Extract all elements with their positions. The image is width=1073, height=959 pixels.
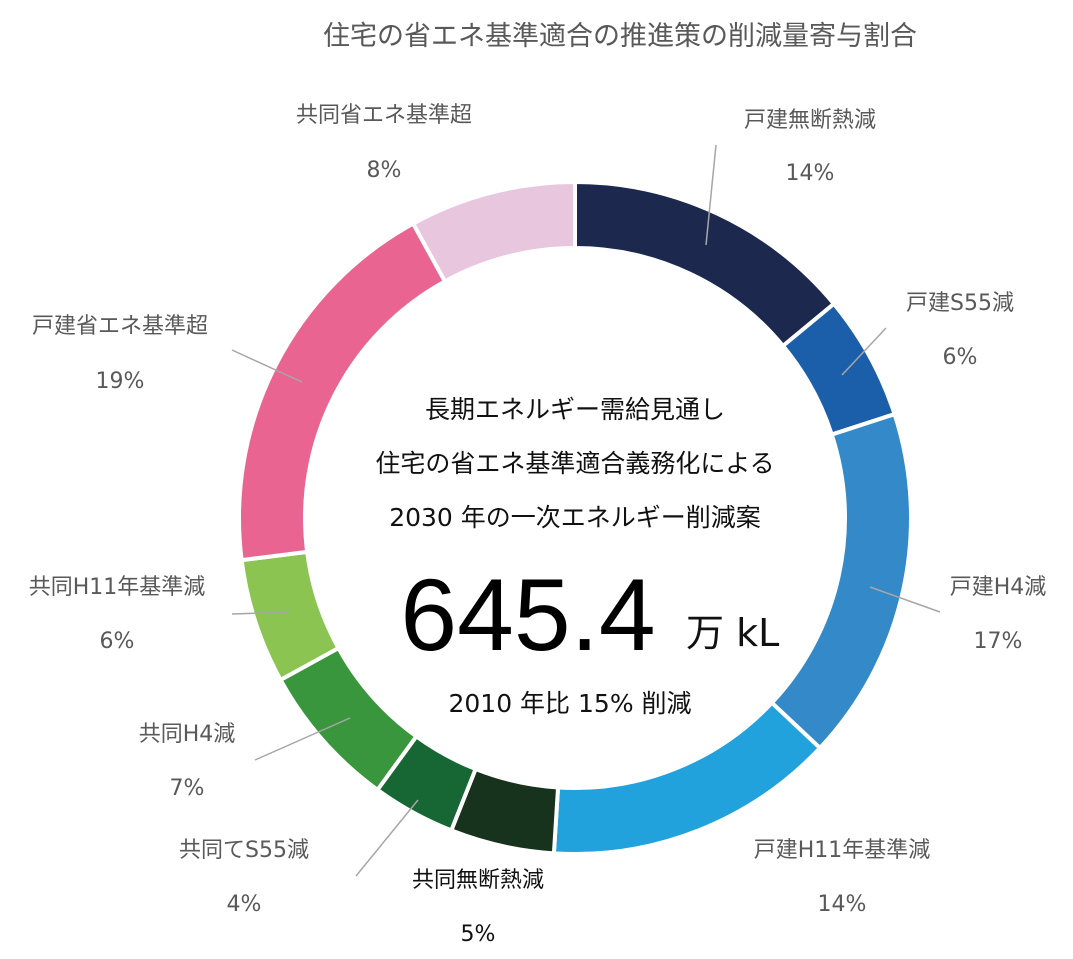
slice-3	[768, 411, 913, 751]
slice-label-name-5: 共同無断熱減	[412, 868, 544, 893]
leader-line-1	[705, 144, 717, 246]
slice-label-value-8: 6%	[100, 629, 135, 654]
slice-label-value-1: 14%	[786, 161, 835, 186]
leader-line-9	[231, 349, 303, 383]
slice-labels: 戸建無断熱減 14% 戸建S55減 6% 戸建H4減 17% 戸建H11年基準減 14% 共同無…	[29, 103, 1047, 947]
slice-4	[551, 700, 823, 856]
slice-1	[573, 179, 837, 349]
center-total-value: 645.4	[400, 558, 655, 672]
slice-label-name-6: 共同てS55減	[179, 838, 309, 863]
slice-label-name-9: 戸建省エネ基準超	[32, 314, 208, 339]
slice-label-name-2: 戸建S55減	[906, 291, 1014, 316]
slice-10	[410, 179, 577, 285]
center-line-2: 住宅の省エネ基準適合義務化による	[375, 449, 774, 478]
slice-label-name-7: 共同H4減	[139, 722, 236, 747]
leader-line-3	[869, 586, 941, 613]
center-line-3: 2030 年の一次エネルギー削減案	[389, 503, 761, 532]
slice-label-value-4: 14%	[818, 892, 867, 917]
leader-line-6	[355, 799, 419, 877]
slice-label-value-9: 19%	[96, 369, 145, 394]
slice-label-value-7: 7%	[170, 776, 205, 801]
slice-label-value-3: 17%	[974, 629, 1023, 654]
center-note: 2010 年比 15% 削減	[448, 689, 691, 718]
slice-label-value-6: 4%	[227, 892, 262, 917]
center-total-unit: 万 kL	[686, 611, 779, 655]
leader-line-8	[231, 611, 291, 615]
chart-title: 住宅の省エネ基準適合の推進策の削減量寄与割合	[323, 21, 917, 52]
slice-label-name-4: 戸建H11年基準減	[754, 838, 931, 863]
slice-label-name-8: 共同H11年基準減	[29, 575, 206, 600]
leader-lines	[231, 144, 941, 877]
center-line-1: 長期エネルギー需給見通し	[425, 395, 725, 424]
slice-label-value-10: 8%	[367, 158, 402, 183]
slice-label-value-2: 6%	[943, 345, 978, 370]
slice-label-value-5: 5%	[461, 922, 496, 947]
leader-line-7	[254, 717, 351, 761]
slice-label-name-3: 戸建H4減	[950, 575, 1047, 600]
slice-label-name-1: 戸建無断熱減	[744, 108, 876, 133]
slice-label-name-10: 共同省エネ基準超	[296, 103, 472, 128]
leader-line-2	[841, 327, 887, 376]
